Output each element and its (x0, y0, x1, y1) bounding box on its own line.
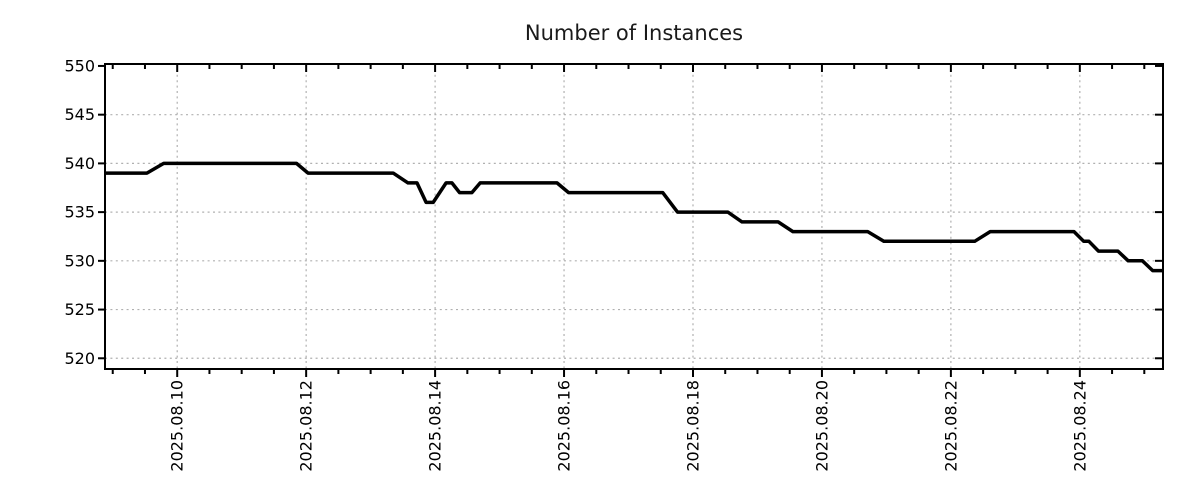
plot-border (104, 63, 1164, 370)
x-tick-label: 2025.08.10 (168, 380, 187, 472)
label-layer: 520 525 530 535 540 545 550 2025.08.10 2025.08.1… (64, 56, 1089, 471)
x-tick-label: 2025.08.20 (812, 380, 831, 472)
x-tick-label: 2025.08.12 (297, 380, 316, 472)
series-layer (105, 161, 1163, 273)
y-tick-label: 525 (64, 300, 95, 319)
x-tick-label: 2025.08.14 (426, 380, 445, 472)
y-tick-label: 530 (64, 251, 95, 270)
x-tick-label: 2025.08.18 (683, 380, 702, 472)
y-tick-label: 540 (64, 154, 95, 173)
grid-layer (105, 64, 1163, 369)
x-tick-label: 2025.08.22 (941, 380, 960, 472)
y-tick-label: 550 (64, 56, 95, 75)
axis-layer (98, 63, 1164, 377)
x-tick-label: 2025.08.24 (1070, 380, 1089, 472)
y-tick-label: 520 (64, 349, 95, 368)
y-tick-label: 545 (64, 105, 95, 124)
x-tick-label: 2025.08.16 (555, 380, 574, 472)
chart-title: Number of Instances (525, 21, 743, 45)
data-line-instances (105, 161, 1163, 273)
y-tick-label: 535 (64, 203, 95, 222)
